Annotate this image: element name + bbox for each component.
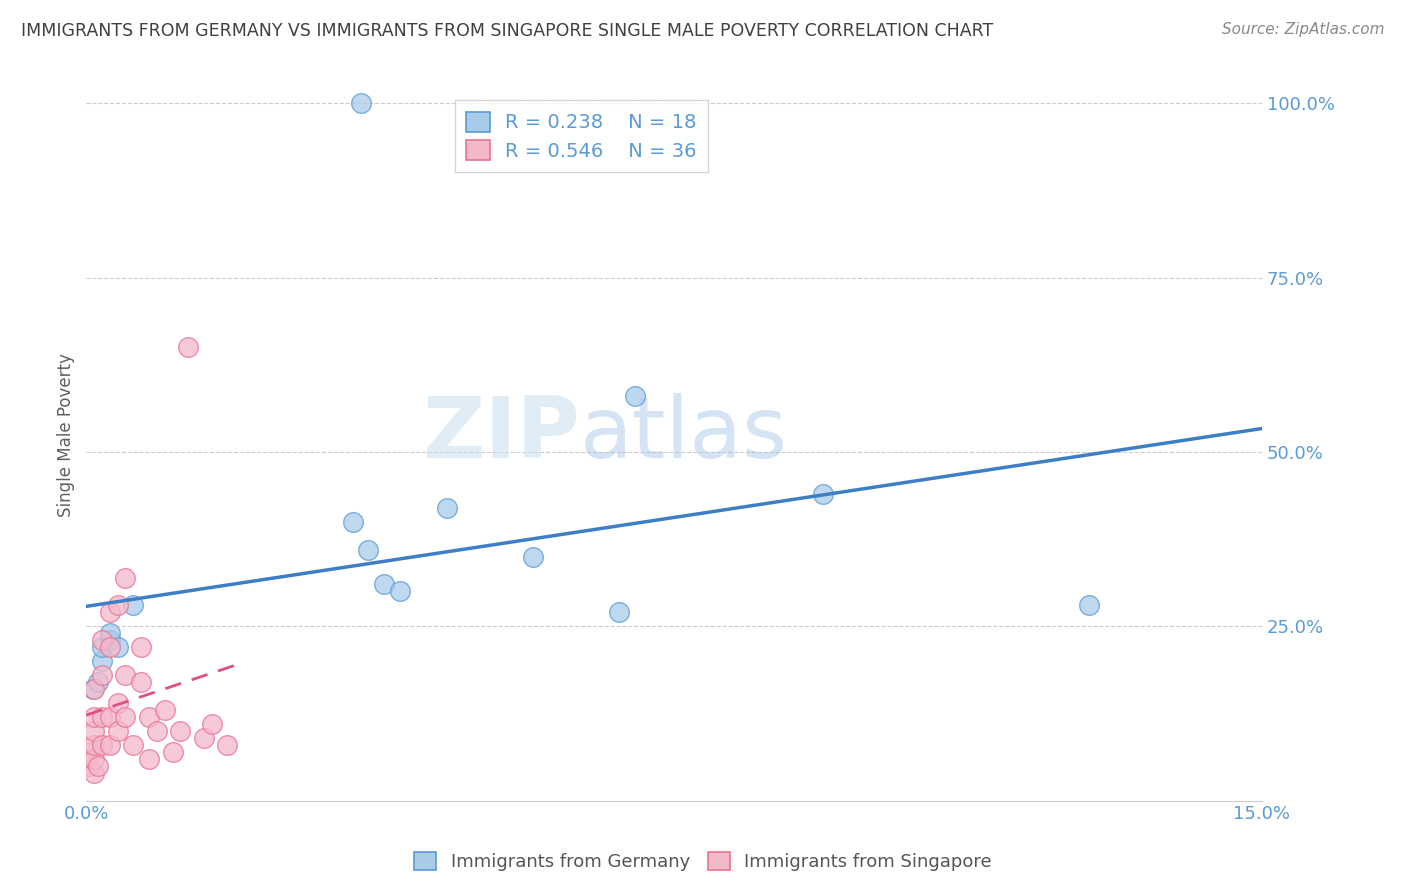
Point [169, 723, 191, 738]
Point [522, 549, 544, 564]
Point [83, 765, 105, 780]
Point [373, 577, 395, 591]
Point [83, 752, 105, 766]
Point [91, 668, 114, 682]
Point [342, 515, 364, 529]
Point [146, 723, 169, 738]
Point [107, 640, 129, 655]
Point [201, 717, 224, 731]
Point [107, 723, 129, 738]
Y-axis label: Single Male Poverty: Single Male Poverty [58, 352, 75, 516]
Point [217, 738, 239, 752]
Point [122, 738, 145, 752]
Point [349, 96, 371, 111]
Point [91, 710, 114, 724]
Legend: Immigrants from Germany, Immigrants from Singapore: Immigrants from Germany, Immigrants from… [408, 845, 998, 879]
Text: Source: ZipAtlas.com: Source: ZipAtlas.com [1222, 22, 1385, 37]
Point [98, 626, 121, 640]
Point [129, 640, 152, 655]
Point [122, 599, 145, 613]
Point [107, 696, 129, 710]
Point [98, 606, 121, 620]
Point [98, 710, 121, 724]
Point [91, 633, 114, 648]
Point [436, 500, 458, 515]
Point [138, 710, 160, 724]
Point [1078, 599, 1101, 613]
Point [91, 738, 114, 752]
Point [83, 738, 105, 752]
Point [98, 633, 121, 648]
Point [83, 710, 105, 724]
Point [114, 710, 136, 724]
Point [87, 758, 110, 772]
Point [624, 389, 647, 403]
Point [357, 542, 380, 557]
Point [87, 675, 110, 690]
Point [77, 758, 100, 772]
Point [91, 640, 114, 655]
Point [107, 599, 129, 613]
Text: ZIP: ZIP [422, 393, 581, 476]
Point [153, 703, 176, 717]
Point [129, 675, 152, 690]
Legend: R = 0.238    N = 18, R = 0.546    N = 36: R = 0.238 N = 18, R = 0.546 N = 36 [454, 100, 709, 172]
Point [114, 668, 136, 682]
Point [91, 654, 114, 668]
Point [388, 584, 411, 599]
Point [138, 752, 160, 766]
Point [83, 723, 105, 738]
Text: atlas: atlas [581, 393, 787, 476]
Point [193, 731, 215, 745]
Text: IMMIGRANTS FROM GERMANY VS IMMIGRANTS FROM SINGAPORE SINGLE MALE POVERTY CORRELA: IMMIGRANTS FROM GERMANY VS IMMIGRANTS FR… [21, 22, 994, 40]
Point [177, 340, 200, 354]
Point [98, 738, 121, 752]
Point [607, 606, 630, 620]
Point [114, 570, 136, 584]
Point [82, 681, 104, 696]
Point [811, 487, 834, 501]
Point [162, 745, 184, 759]
Point [83, 681, 105, 696]
Point [98, 640, 121, 655]
Point [79, 745, 101, 759]
